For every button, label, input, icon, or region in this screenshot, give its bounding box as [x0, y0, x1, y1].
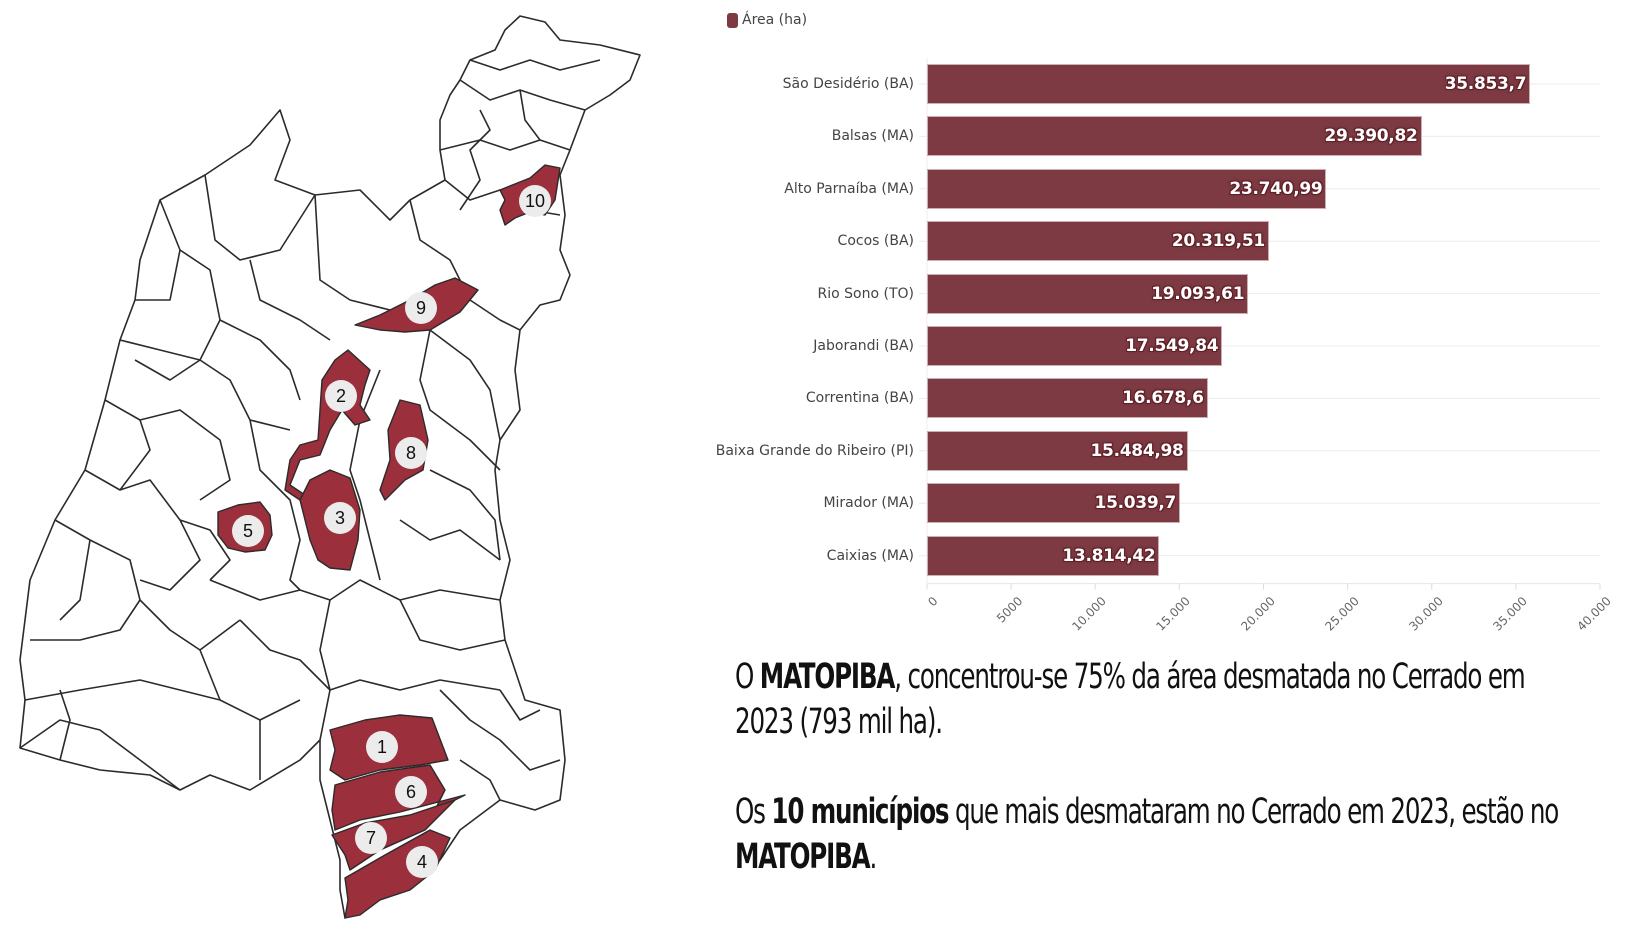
map-label-badge: [395, 776, 427, 808]
category-label: Cocos (BA): [837, 233, 914, 250]
bar[interactable]: [927, 483, 1181, 524]
bar-value-label: 15.484,98: [1090, 440, 1184, 461]
map-label-badge: [395, 437, 427, 469]
bar-chart: 0 5000 10.000 15.000 20.000 25.000 30.000 35.00…: [715, 58, 1614, 633]
category-label: Jaborandi (BA): [813, 338, 914, 354]
category-label: Alto Parnaíba (MA): [784, 180, 914, 197]
summary-paragraph-2: Os 10 municípios que mais desmataram no …: [735, 792, 1559, 877]
map-label-number: 5: [243, 521, 253, 541]
category-label: Correntina (BA): [805, 390, 914, 407]
map-label-badge: [406, 846, 438, 878]
map-label-number: 7: [366, 828, 376, 848]
category-label: Baixa Grande do Ribeiro (PI): [715, 442, 914, 459]
bar-value-label: 13.814,42: [1062, 545, 1156, 566]
map-label-number: 2: [336, 386, 346, 406]
bar[interactable]: [927, 116, 1422, 157]
bar-value-label: 23.740,99: [1229, 178, 1323, 199]
map-label-number: 9: [416, 298, 426, 318]
map-label-number: 8: [406, 443, 416, 463]
map-label-badge: [232, 515, 264, 547]
bar-value-label: 35.853,7: [1444, 74, 1527, 94]
map-label-number: 10: [525, 191, 545, 211]
summary-paragraph-1: O MATOPIBA, concentrou-se 75% da área de…: [735, 657, 1526, 742]
map-label-number: 1: [377, 737, 387, 757]
category-label: Balsas (MA): [831, 128, 914, 145]
bar[interactable]: [927, 378, 1208, 419]
bar[interactable]: [927, 221, 1269, 262]
bar-value-label: 20.319,51: [1171, 231, 1265, 252]
bar-value-label: 16.678,6: [1122, 388, 1204, 409]
map-label-badge: [405, 292, 437, 324]
category-label: Caixias (MA): [826, 547, 914, 564]
map-municipality-borders: [19, 15, 641, 919]
category-label: Mirador (MA): [823, 495, 914, 512]
bar[interactable]: [927, 64, 1531, 104]
map-label-number: 3: [335, 508, 345, 528]
legend-label: Área (ha): [742, 12, 808, 28]
legend-swatch-icon: [727, 12, 738, 28]
bar[interactable]: [927, 273, 1249, 314]
bar[interactable]: [927, 430, 1188, 471]
bar[interactable]: [927, 168, 1327, 209]
category-label: Rio Sono (TO): [817, 285, 914, 302]
bar-value-label: 29.390,82: [1324, 126, 1418, 147]
municipality-7: [331, 799, 456, 871]
map-label-number: 4: [417, 852, 427, 872]
map-label-badge: [519, 185, 551, 217]
matopiba-map: 1 2 3 4 5 6 7 8 9 10: [19, 15, 641, 919]
map-label-badge: [325, 380, 357, 412]
bar[interactable]: [927, 326, 1223, 366]
map-label-badge: [324, 502, 356, 534]
map-label-badge: [355, 822, 387, 854]
bar-value-label: 15.039,7: [1094, 493, 1177, 514]
bar[interactable]: [927, 535, 1160, 576]
category-label: São Desidério (BA): [782, 76, 914, 92]
map-number-labels: 1 2 3 4 5 6 7 8 9 10: [232, 185, 551, 878]
bar-value-label: 17.549,84: [1125, 336, 1219, 356]
summary-text: O MATOPIBA, concentrou-se 75% da área de…: [735, 655, 1562, 925]
map-label-badge: [366, 731, 398, 763]
map-label-number: 6: [406, 782, 416, 802]
bar-value-label: 19.093,61: [1151, 283, 1245, 304]
chart-legend: Área (ha): [727, 12, 807, 28]
